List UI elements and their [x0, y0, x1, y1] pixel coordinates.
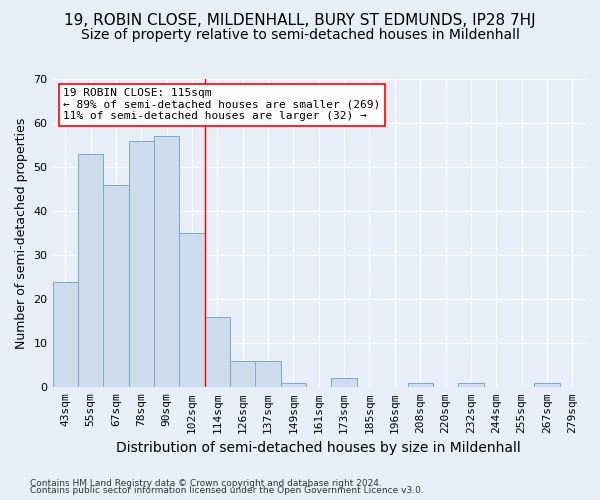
Bar	[256, 361, 281, 388]
Bar	[179, 233, 205, 388]
Text: Contains public sector information licensed under the Open Government Licence v3: Contains public sector information licen…	[30, 486, 424, 495]
Bar	[458, 383, 484, 388]
Bar	[103, 184, 128, 388]
Bar	[78, 154, 103, 388]
Bar	[53, 282, 78, 388]
Text: 19, ROBIN CLOSE, MILDENHALL, BURY ST EDMUNDS, IP28 7HJ: 19, ROBIN CLOSE, MILDENHALL, BURY ST EDM…	[64, 12, 536, 28]
Bar	[407, 383, 433, 388]
Y-axis label: Number of semi-detached properties: Number of semi-detached properties	[15, 118, 28, 349]
Text: Contains HM Land Registry data © Crown copyright and database right 2024.: Contains HM Land Registry data © Crown c…	[30, 478, 382, 488]
Bar	[128, 140, 154, 388]
Bar	[331, 378, 357, 388]
Bar	[534, 383, 560, 388]
Bar	[230, 361, 256, 388]
X-axis label: Distribution of semi-detached houses by size in Mildenhall: Distribution of semi-detached houses by …	[116, 441, 521, 455]
Text: Size of property relative to semi-detached houses in Mildenhall: Size of property relative to semi-detach…	[80, 28, 520, 42]
Bar	[281, 383, 306, 388]
Bar	[205, 317, 230, 388]
Bar	[154, 136, 179, 388]
Text: 19 ROBIN CLOSE: 115sqm
← 89% of semi-detached houses are smaller (269)
11% of se: 19 ROBIN CLOSE: 115sqm ← 89% of semi-det…	[63, 88, 380, 122]
